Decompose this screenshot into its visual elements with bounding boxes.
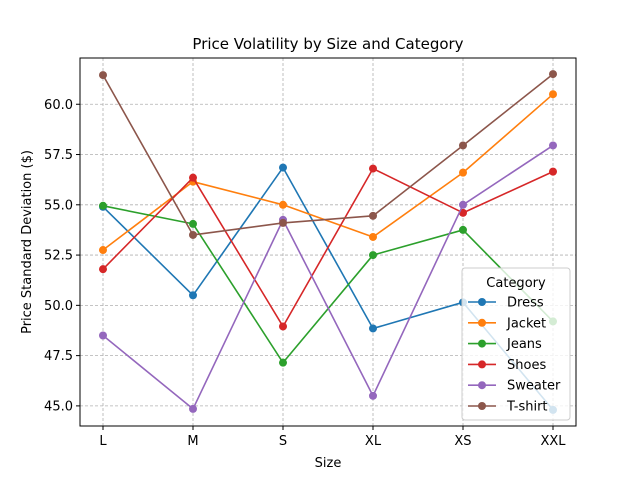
series-line-shoes — [102, 167, 554, 328]
data-point-sweater — [99, 331, 107, 340]
legend-swatch-marker — [478, 298, 486, 306]
y-tick-label: 60.0 — [44, 98, 73, 113]
data-point-t-shirt — [279, 218, 287, 227]
legend-item-dress: Dress — [468, 296, 544, 311]
data-point-jeans — [189, 219, 197, 228]
y-axis-ticks: 45.0 47.5 50.0 52.5 55.0 57.5 60.0 — [44, 98, 80, 414]
data-point-jacket — [459, 168, 467, 177]
legend-label: Shoes — [507, 358, 546, 373]
legend-label: Dress — [507, 296, 544, 311]
legend-label: T-shirt — [506, 400, 548, 415]
y-tick-label: 55.0 — [44, 198, 73, 213]
data-point-t-shirt — [189, 230, 197, 239]
legend-item-jacket: Jacket — [468, 316, 546, 331]
x-tick-label: L — [99, 434, 107, 449]
data-point-dress — [189, 291, 197, 300]
legend-swatch-marker — [478, 318, 486, 327]
y-tick-label: 47.5 — [44, 349, 73, 364]
data-point-jacket — [99, 246, 107, 255]
x-tick-label: XS — [454, 434, 471, 449]
data-point-shoes — [189, 173, 197, 182]
series-shoes — [99, 164, 557, 331]
data-point-t-shirt — [459, 141, 467, 150]
series-line-sweater — [102, 144, 554, 410]
legend-swatch-marker — [478, 381, 486, 390]
x-axis-label: Size — [315, 456, 342, 471]
legend-label: Jeans — [506, 337, 542, 352]
x-tick-label: XL — [365, 434, 382, 449]
legend-label: Jacket — [506, 316, 546, 331]
data-point-sweater — [459, 200, 467, 209]
data-point-shoes — [99, 265, 107, 274]
data-point-dress — [369, 324, 377, 333]
legend-item-sweater: Sweater — [468, 379, 561, 394]
data-point-jeans — [459, 225, 467, 234]
data-point-jeans — [369, 251, 377, 260]
legend-item-t-shirt: T-shirt — [468, 400, 548, 415]
y-tick-label: 45.0 — [44, 399, 73, 414]
data-point-shoes — [279, 322, 287, 331]
legend-box — [461, 267, 571, 421]
legend-label: Sweater — [507, 379, 561, 394]
y-tick-label: 50.0 — [44, 299, 73, 314]
legend: Category Dress Jacket Jeans Shoes Sweater T-s… — [461, 267, 571, 421]
legend-swatch-marker — [478, 402, 486, 410]
data-point-t-shirt — [369, 211, 377, 220]
data-point-dress — [279, 163, 287, 172]
data-point-t-shirt — [549, 70, 557, 79]
legend-swatch-marker — [478, 339, 486, 348]
series-line-t-shirt — [102, 73, 554, 236]
y-axis-label: Price Standard Deviation ($) — [20, 150, 35, 334]
legend-title: Category — [486, 276, 546, 291]
series-t-shirt — [99, 70, 557, 239]
x-axis-ticks: L M S XL XS XXL — [99, 426, 566, 449]
legend-item-jeans: Jeans — [468, 337, 542, 352]
data-point-jacket — [279, 200, 287, 209]
x-tick-label: M — [187, 434, 198, 449]
data-point-jacket — [369, 232, 377, 241]
data-point-jeans — [279, 358, 287, 367]
legend-item-shoes: Shoes — [468, 358, 546, 373]
data-point-sweater — [549, 141, 557, 150]
legend-swatch-marker — [478, 360, 486, 369]
series-lines — [99, 70, 557, 414]
data-point-t-shirt — [99, 71, 107, 80]
data-point-sweater — [189, 404, 197, 413]
chart-title: Price Volatility by Size and Category — [192, 35, 463, 53]
data-point-sweater — [369, 391, 377, 400]
data-point-jacket — [549, 90, 557, 99]
data-point-jeans — [99, 201, 107, 210]
data-point-shoes — [369, 164, 377, 173]
x-tick-label: S — [279, 434, 287, 449]
series-jacket — [99, 90, 557, 255]
series-line-jacket — [102, 93, 554, 251]
x-tick-label: XXL — [540, 434, 566, 449]
y-tick-label: 57.5 — [44, 148, 73, 163]
data-point-shoes — [549, 167, 557, 176]
y-tick-label: 52.5 — [44, 249, 73, 264]
plot-frame — [79, 57, 577, 427]
